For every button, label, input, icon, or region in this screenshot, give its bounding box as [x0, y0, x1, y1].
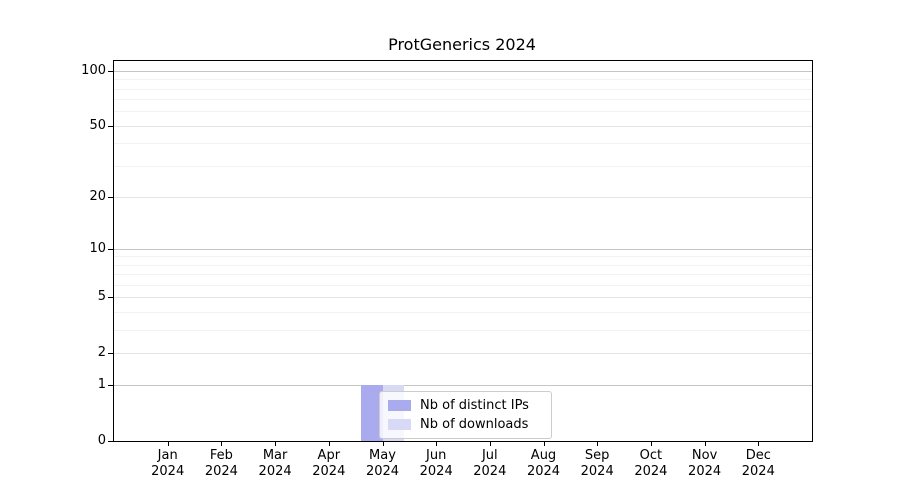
y-tick — [108, 196, 113, 198]
legend-label-downloads: Nb of downloads — [420, 417, 529, 432]
gridline — [114, 125, 812, 127]
x-tick — [489, 441, 491, 446]
x-tick — [275, 441, 277, 446]
y-tick-label: 10 — [89, 240, 106, 256]
gridline-minor — [114, 285, 812, 286]
x-tick — [436, 441, 438, 446]
x-tick-label: Sep 2024 — [580, 448, 614, 479]
y-tick — [108, 125, 113, 127]
x-tick — [758, 441, 760, 446]
y-tick — [108, 385, 113, 387]
y-tick — [108, 441, 113, 442]
x-tick — [543, 441, 545, 446]
gridline-minor — [114, 256, 812, 258]
gridline — [114, 196, 812, 198]
x-tick — [650, 441, 652, 446]
legend: Nb of distinct IPs Nb of downloads — [379, 391, 552, 439]
x-tick-label: Aug 2024 — [526, 448, 561, 479]
x-tick — [328, 441, 330, 446]
x-tick-label: May 2024 — [365, 448, 400, 479]
gridline — [114, 297, 812, 299]
x-tick-label: Jan 2024 — [151, 448, 185, 479]
x-tick — [382, 441, 384, 446]
plot-area: 0 1 2 5 10 20 50 100 Jan 2024 Feb 2024 Mar 2024 Apr 202… — [81, 60, 813, 479]
x-tick-label: Apr 2024 — [312, 448, 346, 479]
y-tick-label: 100 — [81, 63, 106, 78]
x-tick-label: Jun 2024 — [419, 448, 453, 479]
gridline — [114, 352, 812, 354]
x-tick — [221, 441, 223, 446]
chart-title: ProtGenerics 2024 — [388, 35, 536, 54]
legend-item-downloads: Nb of downloads — [388, 415, 543, 434]
legend-label-distinct-ips: Nb of distinct IPs — [420, 398, 529, 413]
y-tick-label: 5 — [97, 289, 106, 305]
bar-nb-of-distinct-ips — [361, 385, 383, 441]
x-tick — [167, 441, 169, 446]
legend-swatch-downloads — [388, 419, 411, 430]
y-tick — [108, 248, 113, 250]
x-tick-label: Dec 2024 — [741, 448, 775, 479]
gridline-minor — [114, 143, 812, 145]
y-tick-label: 50 — [89, 117, 106, 133]
x-tick-label: Oct 2024 — [634, 448, 668, 479]
gridline-minor — [114, 88, 812, 90]
legend-swatch-distinct-ips — [388, 400, 411, 411]
y-tick-label: 20 — [89, 188, 106, 204]
x-tick-label: Feb 2024 — [204, 448, 238, 479]
axis-layer: 0 1 2 5 10 20 50 100 Jan 2024 Feb 2024 Mar 2024 Apr 202… — [81, 61, 812, 479]
x-tick-label: Mar 2024 — [258, 448, 292, 479]
gridline-minor — [114, 312, 812, 313]
y-tick-label: 1 — [97, 377, 106, 393]
y-tick — [108, 71, 113, 72]
gridline-minor — [114, 274, 812, 276]
gridline-minor — [114, 111, 812, 113]
gridline — [114, 71, 812, 72]
gridline-minor — [114, 329, 812, 331]
gridline-minor — [114, 79, 812, 81]
gridline-minor — [114, 99, 812, 101]
x-tick-label: Jul 2024 — [473, 448, 507, 479]
gridline-minor — [114, 264, 812, 266]
legend-item-distinct-ips: Nb of distinct IPs — [388, 396, 543, 415]
gridline-minor — [114, 165, 812, 167]
gridline — [114, 248, 812, 250]
y-tick — [108, 297, 113, 299]
x-tick — [597, 441, 599, 446]
gridline — [114, 385, 812, 387]
y-tick — [108, 352, 113, 354]
y-tick-label: 2 — [97, 344, 106, 360]
x-tick-label: Nov 2024 — [688, 448, 722, 479]
x-tick — [704, 441, 706, 446]
grid-layer — [114, 61, 812, 441]
y-tick-label: 0 — [97, 433, 106, 448]
